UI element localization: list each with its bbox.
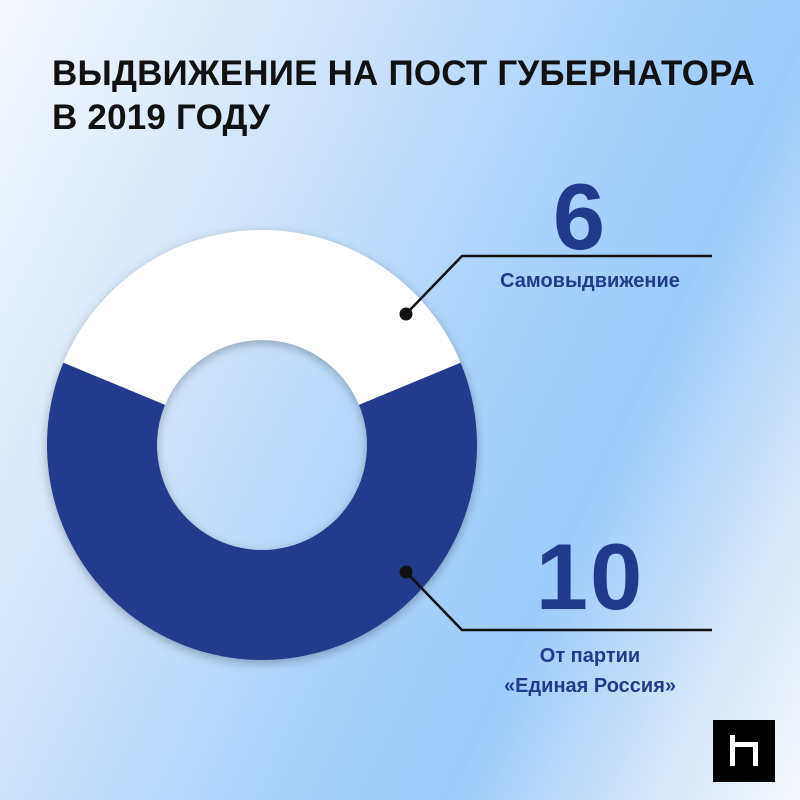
publisher-logo-icon xyxy=(713,720,775,782)
value-label-self-nominated: 6 xyxy=(552,164,608,269)
category-label-united-russia-line-1: От партии xyxy=(539,645,641,667)
value-label-united-russia: 10 xyxy=(535,524,645,629)
callouts xyxy=(399,254,712,632)
callout-united-russia-line xyxy=(405,571,712,632)
category-label-self-nominated: Самовыдвижение xyxy=(500,270,680,292)
title-line-1: ВЫДВИЖЕНИЕ НА ПОСТ ГУБЕРНАТОРА xyxy=(52,54,756,93)
callout-united-russia-dot xyxy=(399,565,413,579)
slice-united-russia xyxy=(46,362,478,660)
callout-self-nominated-dot xyxy=(399,307,413,321)
title-line-2: В 2019 ГОДУ xyxy=(52,98,271,137)
page-title: ВЫДВИЖЕНИЕ НА ПОСТ ГУБЕРНАТОРА В 2019 ГО… xyxy=(52,52,755,140)
donut-slices xyxy=(46,230,478,660)
callout-self-nominated-line xyxy=(405,254,712,315)
category-label-united-russia-line-2: «Единая Россия» xyxy=(503,675,676,697)
slice-self-nominated xyxy=(63,230,461,405)
